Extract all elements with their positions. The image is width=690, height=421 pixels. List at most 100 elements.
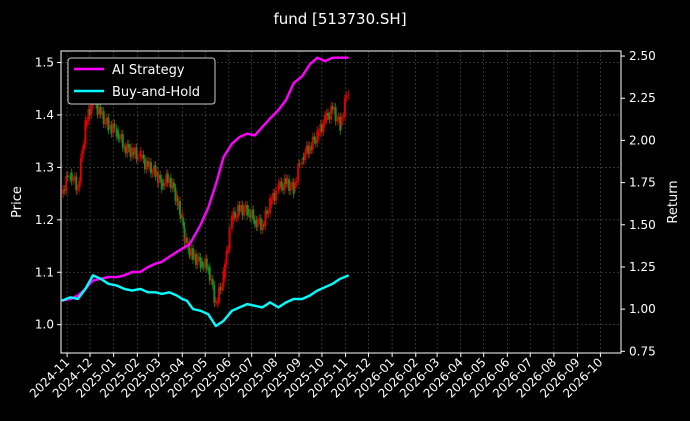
candle-body: [111, 123, 114, 134]
right-tick-label: 1.50: [629, 218, 656, 232]
candle-body: [204, 258, 207, 268]
candle-body: [241, 205, 244, 216]
candle-body: [210, 279, 213, 281]
candle-body: [311, 136, 314, 150]
candle-body: [101, 111, 104, 115]
candle-body: [265, 210, 268, 214]
candle-body: [280, 181, 283, 188]
candle-body: [135, 147, 138, 160]
candle-body: [102, 111, 105, 124]
candle-body: [163, 183, 166, 186]
candle-body: [314, 140, 317, 144]
candle-body: [72, 179, 75, 182]
candle-body: [154, 165, 157, 177]
left-tick-label: 1.1: [35, 265, 54, 279]
candle-body: [143, 159, 146, 170]
candle-body: [132, 151, 135, 155]
candle-body: [224, 263, 227, 278]
series-lines: [61, 56, 350, 328]
candle-body: [66, 175, 69, 177]
candle-body: [249, 213, 252, 218]
candle-body: [270, 199, 273, 205]
candle-body: [278, 181, 281, 189]
candle-body: [65, 175, 68, 191]
candle-body: [301, 162, 304, 164]
candle-body: [272, 192, 275, 200]
candle-body: [113, 123, 116, 129]
candle-body: [243, 207, 246, 216]
candle-body: [126, 144, 129, 154]
candle-body: [317, 132, 320, 136]
candle-body: [322, 123, 325, 132]
candle-body: [316, 130, 319, 144]
candle-body: [134, 147, 137, 155]
candle-body: [190, 248, 193, 256]
candle-body: [298, 163, 301, 165]
candle-body: [81, 150, 84, 159]
candle-body: [246, 205, 249, 216]
candle-body: [193, 254, 196, 257]
candle-body: [277, 183, 280, 191]
candle-body: [244, 205, 247, 208]
candle-body: [222, 271, 225, 287]
candle-body: [195, 254, 198, 265]
candle-body: [121, 134, 124, 148]
candle-body: [320, 124, 323, 132]
candle-body: [259, 218, 262, 231]
candle-body: [186, 241, 189, 247]
candle-body: [233, 211, 236, 218]
candle-body: [108, 125, 111, 127]
candle-body: [334, 107, 337, 122]
candle-body: [333, 107, 336, 110]
candle-body: [339, 116, 342, 131]
candle-body: [145, 161, 148, 170]
candle-body: [87, 109, 90, 121]
candle-body: [213, 285, 216, 303]
candle-body: [216, 302, 219, 304]
candle-body: [153, 165, 156, 173]
candle-body: [227, 249, 230, 251]
candle-body: [237, 205, 240, 218]
candle-body: [174, 187, 177, 201]
candle-body: [160, 178, 163, 190]
candle-body: [185, 237, 188, 244]
candle-body: [139, 150, 142, 158]
legend-label-buy-and-hold: Buy-and-Hold: [112, 85, 200, 100]
candle-body: [308, 145, 311, 155]
series-line-ai-strategy: [61, 56, 349, 302]
candle-body: [219, 286, 222, 291]
candle-body: [62, 189, 65, 194]
chart-title: fund [513730.SH]: [273, 10, 406, 28]
candle-body: [120, 134, 123, 139]
price-candles: [62, 89, 350, 308]
candle-body: [146, 161, 149, 166]
candle-body: [82, 143, 85, 151]
right-axis: 0.75 1.00 1.25 1.50 1.75 2.00 2.25 2.50: [621, 49, 656, 358]
candle-body: [85, 120, 88, 126]
candle-body: [305, 145, 308, 153]
right-tick-label: 2.50: [629, 49, 656, 63]
candle-body: [313, 136, 316, 141]
candle-body: [232, 211, 235, 220]
candle-body: [336, 119, 339, 122]
candle-body: [162, 183, 165, 186]
candle-body: [325, 112, 328, 121]
candle-body: [273, 192, 276, 201]
candle-body: [155, 172, 158, 174]
legend-box: [67, 57, 216, 105]
right-tick-label: 2.25: [629, 91, 656, 105]
candle-body: [235, 217, 238, 219]
candle-body: [253, 219, 256, 225]
candle-body: [142, 154, 145, 160]
candle-body: [150, 162, 153, 174]
candle-body: [275, 190, 278, 201]
candle-body: [238, 205, 241, 212]
candle-body: [214, 301, 217, 303]
candle-body: [159, 175, 162, 179]
left-tick-label: 1.0: [35, 318, 54, 332]
candle-body: [286, 179, 289, 184]
candle-body: [323, 114, 326, 124]
candle-body: [63, 189, 66, 191]
candle-body: [220, 286, 223, 291]
